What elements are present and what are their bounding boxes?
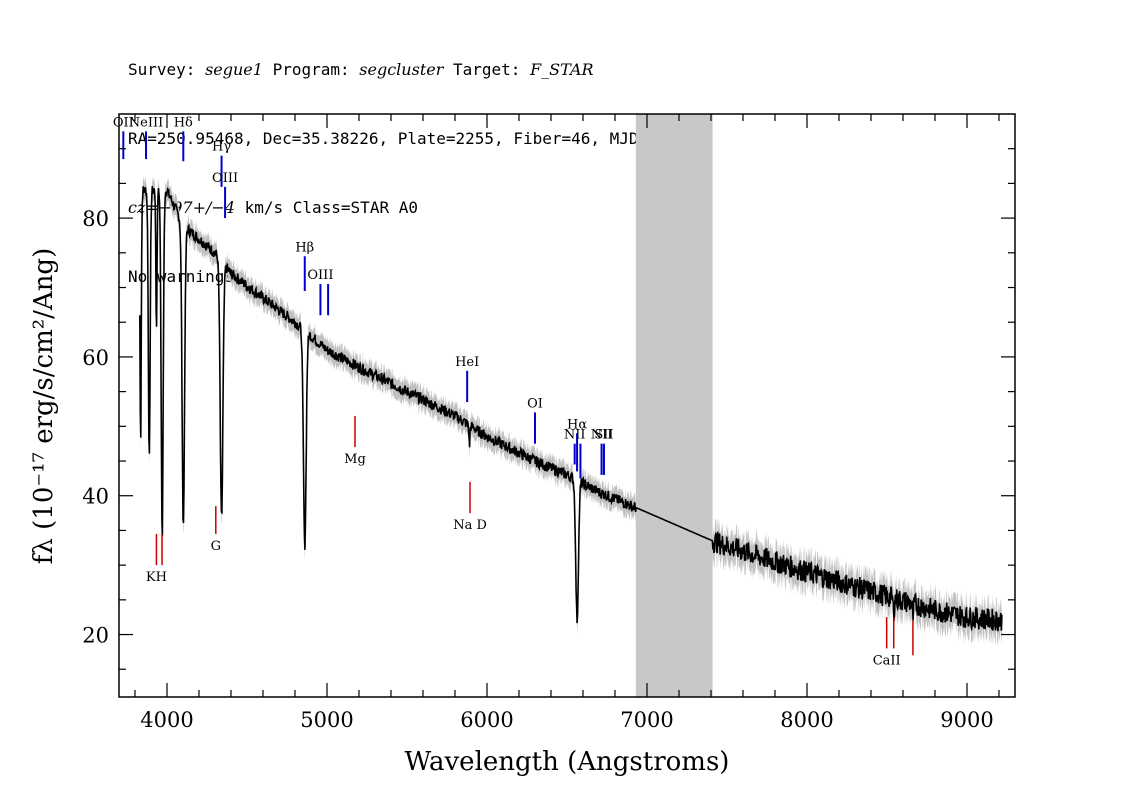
x-axis-title: Wavelength (Angstroms)	[405, 747, 730, 777]
y-tick-label: 80	[82, 207, 109, 231]
survey-value: segue1	[205, 60, 263, 79]
absorption-line-label: Na D	[453, 518, 487, 533]
absorption-line-label: CaII	[873, 653, 901, 668]
error-band-layer	[139, 175, 1002, 647]
flux-series	[139, 186, 1003, 632]
x-tick-label: 6000	[460, 708, 513, 732]
emission-line-label: OIII	[307, 268, 333, 283]
emission-line-label: OII	[113, 115, 134, 130]
x-tick-label: 5000	[300, 708, 353, 732]
flux-layer	[139, 186, 1003, 632]
header-line-warnings: No warnings.	[128, 267, 244, 286]
target-value: F_STAR	[530, 60, 594, 79]
x-tick-label: 8000	[780, 708, 833, 732]
y-tick-label: 60	[82, 346, 109, 370]
emission-line-label: SII	[594, 428, 613, 443]
emission-line-label: Hβ	[295, 240, 314, 255]
axis-ticks-layer: 4000 5000 6000 7000 8000 9000 20 40 60 80	[82, 114, 1015, 732]
emission-line-label: NII	[591, 428, 613, 443]
emission-line-label: NII	[564, 428, 586, 443]
program-label: Program:	[272, 60, 350, 79]
masked-region	[635, 114, 713, 697]
x-tick-label: 7000	[620, 708, 673, 732]
emission-line-label: OIII	[212, 171, 238, 186]
target-label: Target:	[453, 60, 521, 79]
y-tick-label: 20	[82, 624, 109, 648]
y-axis-title: fλ (10⁻¹⁷ erg/s/cm²/Ang)	[29, 248, 59, 564]
absorption-line-label: G	[211, 539, 221, 554]
header-line-survey: Survey: segue1 Program: segcluster Targe…	[128, 58, 696, 81]
emission-line-label: Hα	[567, 417, 587, 432]
absorption-line-label: Mg	[344, 452, 366, 467]
survey-label: Survey:	[128, 60, 196, 79]
emission-line-label: Hγ	[212, 140, 231, 155]
plot-frame	[118, 113, 1016, 698]
emission-line-label: Hδ	[174, 115, 193, 130]
emission-line-label: HeI	[455, 355, 479, 370]
class-value: km/s Class=STAR A0	[234, 198, 418, 217]
x-tick-label: 9000	[940, 708, 993, 732]
emission-line-label: OI	[527, 396, 543, 411]
y-tick-label: 40	[82, 485, 109, 509]
emission-line-label: NeIII	[129, 115, 163, 130]
masked-region-layer	[635, 114, 713, 697]
x-tick-label: 4000	[140, 708, 193, 732]
error-band	[139, 175, 1002, 647]
program-value: segcluster	[359, 60, 444, 79]
absorption-line-label: KH	[146, 570, 167, 585]
